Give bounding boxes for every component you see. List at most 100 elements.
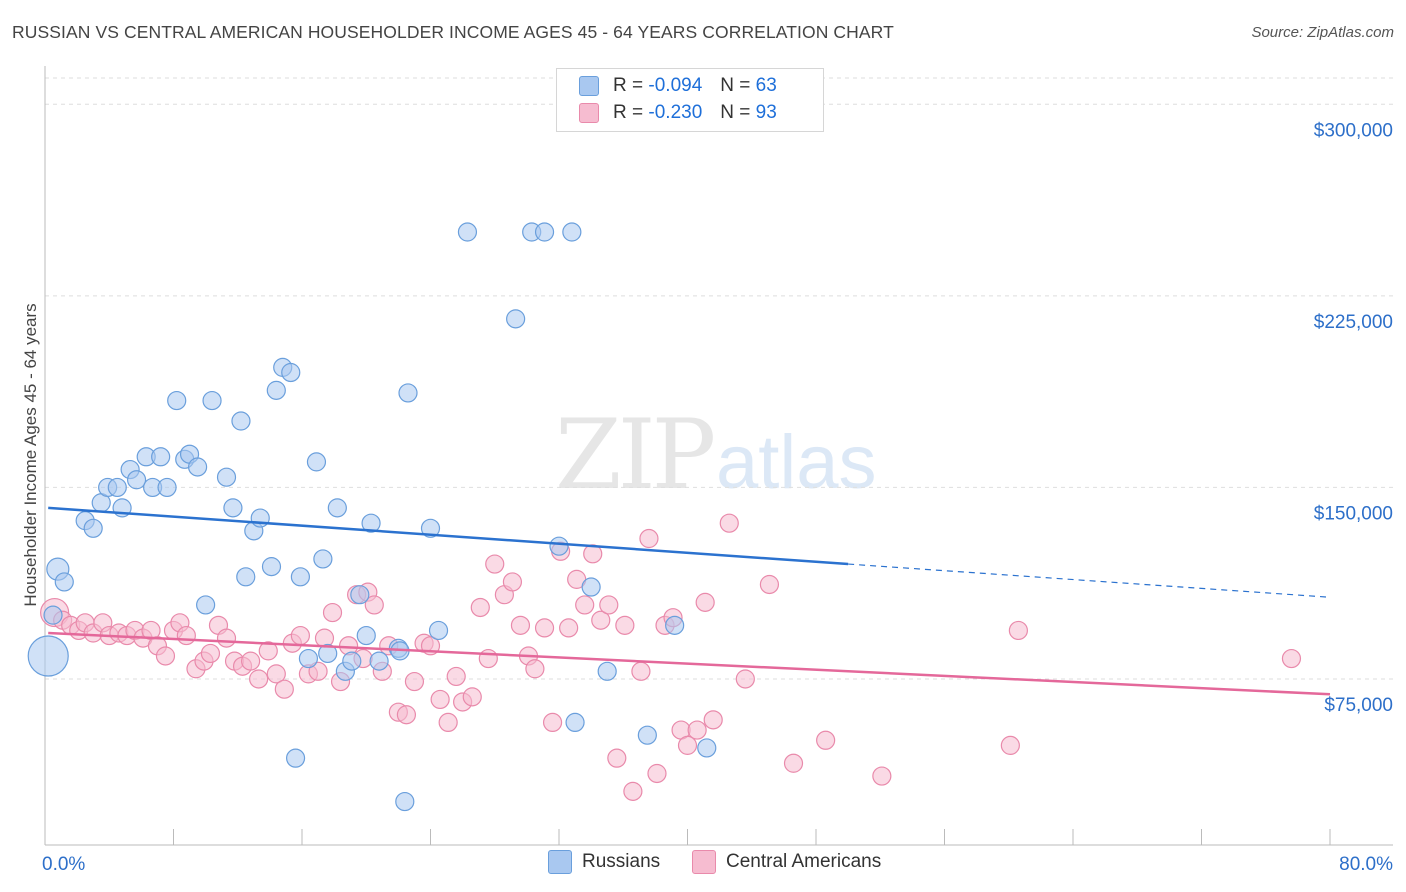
russians-point bbox=[281, 362, 301, 383]
russians-point bbox=[549, 536, 569, 556]
y-tick-label: $300,000 bbox=[1314, 120, 1393, 141]
legend-r-label: R = bbox=[613, 75, 644, 96]
russians-point bbox=[54, 572, 74, 592]
legend-n-label: N = bbox=[720, 75, 751, 96]
legend-n-value: 63 bbox=[755, 75, 777, 96]
central-americans-point bbox=[623, 781, 643, 801]
russians-point bbox=[261, 557, 282, 577]
central-americans-point bbox=[1281, 648, 1302, 669]
russians-point bbox=[27, 635, 69, 677]
legend-r-value: -0.094 bbox=[648, 75, 703, 96]
y-tick-label: $225,000 bbox=[1314, 312, 1393, 333]
russians-point bbox=[285, 748, 306, 768]
central-americans-point bbox=[290, 625, 310, 646]
central-americans-point bbox=[687, 720, 707, 740]
russians-point bbox=[83, 518, 103, 538]
chart-title: RUSSIAN VS CENTRAL AMERICAN HOUSEHOLDER … bbox=[12, 22, 894, 42]
central-americans-point bbox=[591, 610, 611, 630]
central-americans-point bbox=[735, 669, 755, 689]
watermark-zip: ZIP bbox=[555, 399, 714, 511]
russians-point bbox=[597, 661, 617, 681]
central-americans-point bbox=[759, 574, 780, 595]
russians-point bbox=[223, 498, 243, 518]
central-americans-point bbox=[542, 712, 563, 733]
russians-point bbox=[420, 518, 441, 538]
russians-point bbox=[697, 738, 717, 758]
central-americans-point bbox=[470, 597, 490, 618]
russians-point bbox=[266, 380, 286, 400]
axes bbox=[44, 66, 1393, 846]
bottom-legend-russians: Russians bbox=[548, 850, 660, 874]
legend-n-value: 93 bbox=[755, 102, 777, 123]
central-americans-trend-line bbox=[48, 631, 1331, 696]
russians-point bbox=[562, 222, 582, 242]
russians-point bbox=[318, 643, 338, 664]
russians-point bbox=[43, 605, 63, 625]
central-americans-point bbox=[639, 528, 659, 549]
central-americans-point bbox=[396, 705, 417, 725]
russians-point bbox=[350, 585, 370, 605]
central-americans-point bbox=[176, 625, 196, 646]
russians-point bbox=[236, 567, 256, 587]
russians-trend-extension bbox=[848, 563, 1331, 598]
y-axis-label: Householder Income Ages 45 - 64 years bbox=[21, 303, 40, 606]
source-note: Source: ZipAtlas.com bbox=[1251, 24, 1394, 41]
russians-point bbox=[151, 447, 171, 467]
russians-point bbox=[581, 577, 601, 597]
russians-point bbox=[428, 620, 449, 641]
central-americans-point bbox=[647, 763, 667, 784]
russians-point bbox=[306, 452, 327, 472]
bottom-legend-label: Russians bbox=[582, 851, 661, 872]
central-americans-point bbox=[266, 664, 286, 684]
russians-point bbox=[231, 411, 251, 431]
central-americans-point bbox=[607, 748, 627, 768]
central-americans-point bbox=[404, 671, 425, 692]
central-americans-point bbox=[695, 592, 715, 612]
russians-point bbox=[534, 222, 555, 242]
central-americans-point bbox=[703, 710, 723, 730]
central-americans-point bbox=[322, 602, 343, 623]
russians-point bbox=[202, 390, 222, 411]
legend-r-label: R = bbox=[613, 102, 644, 123]
y-tick-label: $75,000 bbox=[1324, 695, 1393, 716]
legend-r-value: -0.230 bbox=[648, 102, 703, 123]
central-americans-point bbox=[364, 595, 384, 615]
bottom-legend-label: Central Americans bbox=[726, 851, 882, 872]
legend-row-central-americans: R = -0.230 N = 93 bbox=[579, 100, 777, 126]
central-americans-point bbox=[559, 618, 579, 638]
central-americans-point bbox=[430, 689, 450, 710]
watermark: ZIP atlas bbox=[555, 399, 877, 511]
russians-point bbox=[369, 651, 389, 671]
central-americans-point bbox=[631, 661, 651, 681]
central-americans-point bbox=[438, 712, 458, 733]
russians-point bbox=[107, 477, 127, 498]
russians-point bbox=[398, 383, 418, 403]
legend-swatch-russians bbox=[579, 76, 599, 96]
russians-point bbox=[565, 712, 585, 733]
data-points bbox=[27, 222, 1302, 812]
central-americans-point bbox=[534, 618, 555, 638]
central-americans-point bbox=[816, 730, 836, 750]
russians-trend-line bbox=[48, 506, 849, 566]
central-americans-point bbox=[677, 735, 698, 755]
central-americans-point bbox=[1000, 735, 1020, 755]
legend-swatch-central-americans bbox=[579, 103, 599, 123]
x-tick-label: 80.0% bbox=[1339, 854, 1393, 875]
russians-point bbox=[356, 625, 376, 646]
russians-point bbox=[290, 567, 310, 587]
russians-point bbox=[506, 309, 526, 329]
central-americans-point bbox=[510, 615, 531, 635]
bottom-legend-central-americans: Central Americans bbox=[692, 850, 881, 874]
russians-point bbox=[216, 467, 237, 487]
bottom-swatch-central-americans bbox=[692, 850, 716, 874]
y-tick-label: $150,000 bbox=[1314, 503, 1393, 524]
central-americans-point bbox=[575, 595, 595, 615]
central-americans-point bbox=[502, 572, 523, 592]
trend-lines bbox=[48, 506, 1331, 696]
central-americans-point bbox=[216, 628, 237, 648]
russians-point bbox=[187, 457, 208, 477]
russians-point bbox=[167, 390, 187, 411]
x-tick-label: 0.0% bbox=[42, 854, 85, 875]
central-americans-point bbox=[599, 595, 619, 615]
